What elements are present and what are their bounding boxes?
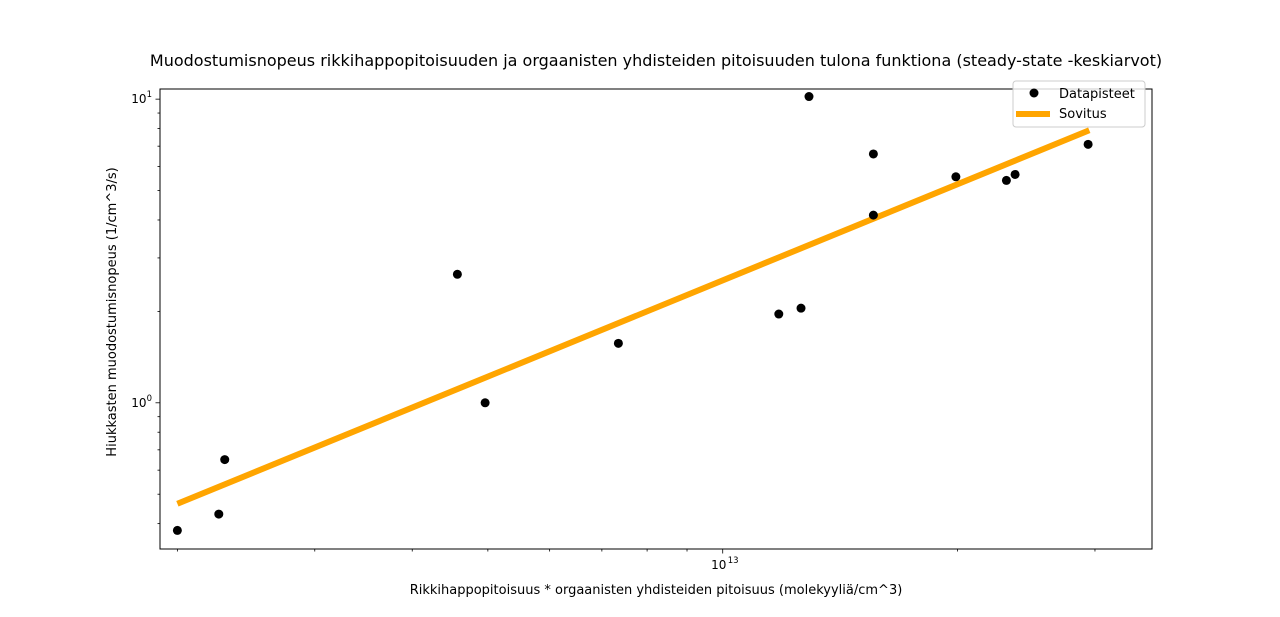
- data-point: [868, 210, 878, 220]
- data-point: [774, 309, 784, 319]
- legend-marker-datapisteet: [1029, 88, 1039, 98]
- data-point: [613, 338, 623, 348]
- data-point: [796, 303, 806, 313]
- data-point: [220, 455, 230, 465]
- data-point: [1001, 175, 1011, 185]
- legend-label-datapisteet: Datapisteet: [1059, 87, 1135, 102]
- plot-area: [172, 92, 1093, 535]
- data-point: [480, 398, 490, 408]
- data-point: [951, 172, 961, 182]
- x-axis-label: Rikkihappopitoisuus * orgaanisten yhdist…: [410, 583, 903, 598]
- legend-label-sovitus: Sovitus: [1059, 107, 1107, 122]
- fit-line: [176, 127, 1091, 507]
- x-tick-label-exponent: 13: [728, 556, 739, 566]
- x-tick-label: 10: [711, 558, 726, 572]
- data-point: [804, 92, 814, 102]
- y-axis-label: Hiukkasten muodostumisnopeus (1/cm^3/s): [105, 167, 120, 456]
- y-tick-label: 10: [131, 92, 146, 106]
- y-tick-label-exponent: 1: [147, 90, 152, 100]
- plot-frame: [159, 88, 1153, 550]
- y-tick-label: 10: [131, 396, 146, 410]
- data-point: [214, 509, 224, 519]
- chart-title: Muodostumisnopeus rikkihappopitoisuuden …: [150, 51, 1162, 70]
- data-point: [452, 269, 462, 279]
- legend: Datapisteet Sovitus: [1012, 80, 1146, 128]
- data-point: [1010, 169, 1020, 179]
- data-point: [868, 149, 878, 159]
- y-tick-label-exponent: 0: [147, 394, 152, 404]
- data-point: [1083, 139, 1093, 149]
- data-point: [172, 525, 182, 535]
